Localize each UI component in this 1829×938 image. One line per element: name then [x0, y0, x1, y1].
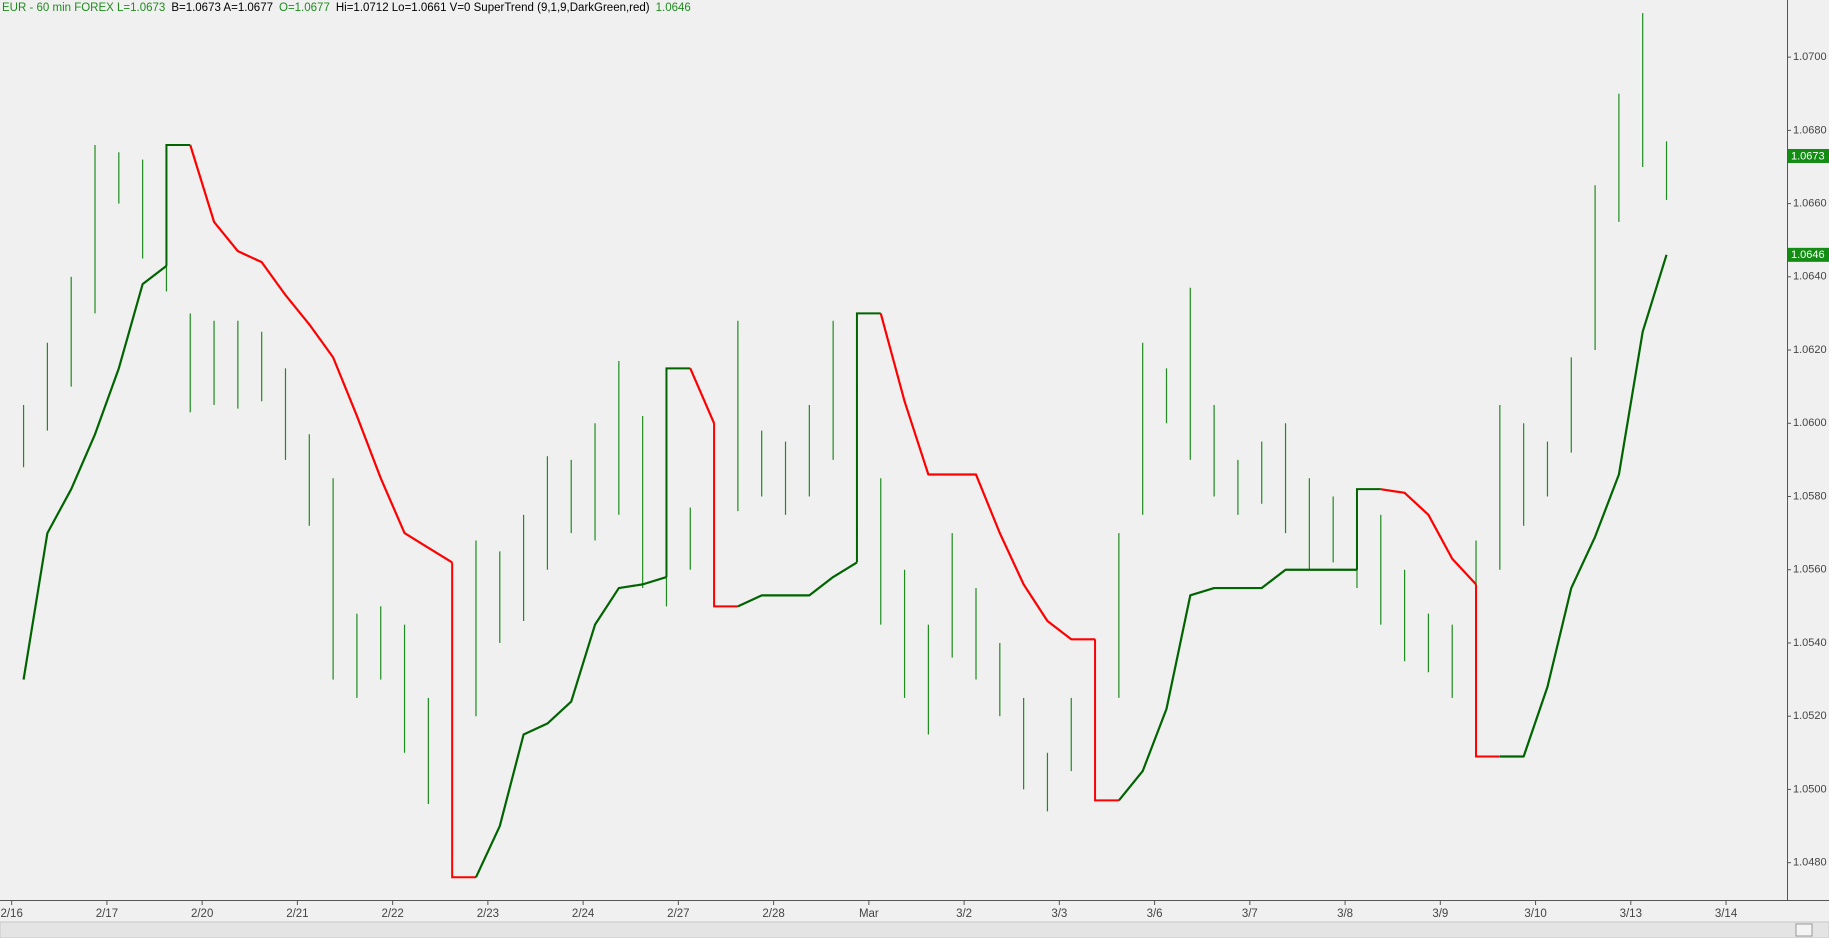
scrollbar[interactable]: [0, 921, 1829, 938]
x-tick-label: 2/22: [381, 908, 403, 920]
x-tick-label: 2/16: [0, 908, 22, 920]
scrollbar-thumb[interactable]: [1795, 923, 1813, 937]
x-tick-label: 2/24: [572, 908, 595, 920]
y-tick-label: 1.0520: [1793, 710, 1827, 722]
y-tick-label: 1.0600: [1793, 417, 1827, 429]
trend-flip: [1475, 584, 1500, 758]
x-tick-label: 2/20: [191, 908, 213, 920]
x-tick-label: 2/21: [286, 908, 308, 920]
header-item: B=1.0673 A=1.0677: [171, 2, 273, 14]
header-item: O=1.0677: [279, 2, 330, 14]
header-item: 1.0646: [656, 2, 691, 14]
trend-flip: [1094, 639, 1119, 802]
y-tick-label: 1.0680: [1793, 124, 1827, 136]
trend-flip: [855, 312, 881, 563]
x-tick-label: 2/27: [667, 908, 689, 920]
x-tick-label: 2/23: [477, 908, 499, 920]
x-tick-label: 3/7: [1242, 908, 1258, 920]
x-tick-label: 3/8: [1337, 908, 1353, 920]
y-tick-label: 1.0500: [1793, 783, 1827, 795]
trend-flip: [451, 562, 476, 879]
price-marker: [1788, 148, 1829, 163]
trend-flip: [165, 143, 191, 266]
header-item: EUR - 60 min FOREX L=1.0673: [2, 2, 165, 14]
trend-flip: [1355, 488, 1381, 570]
y-tick-label: 1.0580: [1793, 490, 1827, 502]
y-tick-label: 1.0640: [1793, 271, 1827, 283]
x-tick-label: 2/28: [762, 908, 784, 920]
x-tick-label: 3/10: [1524, 908, 1546, 920]
x-tick-label: 2/17: [96, 908, 118, 920]
x-tick-label: 3/9: [1432, 908, 1448, 920]
x-tick-label: 3/13: [1620, 908, 1642, 920]
y-tick-label: 1.0560: [1793, 564, 1827, 576]
x-tick-label: 3/2: [956, 908, 972, 920]
supertrend-line: [189, 144, 1477, 641]
trend-flip: [713, 423, 738, 608]
price-marker: [1788, 247, 1829, 262]
price-marker-label: 1.0646: [1791, 249, 1825, 261]
header-item: Hi=1.0712 Lo=1.0661 V=0 SuperTrend (9,1,…: [336, 2, 650, 14]
x-tick-label: Mar: [859, 908, 879, 920]
supertrend-line: [22, 254, 1668, 878]
trend-flip: [665, 367, 691, 578]
chart-header: EUR - 60 min FOREX L=1.0673 B=1.0673 A=1.…: [2, 2, 691, 14]
x-tick-label: 3/14: [1715, 908, 1738, 920]
x-tick-label: 3/3: [1051, 908, 1067, 920]
y-tick-label: 1.0540: [1793, 637, 1827, 649]
y-tick-label: 1.0480: [1793, 857, 1827, 869]
x-tick-label: 3/6: [1147, 908, 1163, 920]
y-tick-label: 1.0700: [1793, 51, 1827, 63]
y-tick-label: 1.0660: [1793, 197, 1827, 209]
price-marker-label: 1.0673: [1791, 150, 1825, 162]
y-tick-label: 1.0620: [1793, 344, 1827, 356]
